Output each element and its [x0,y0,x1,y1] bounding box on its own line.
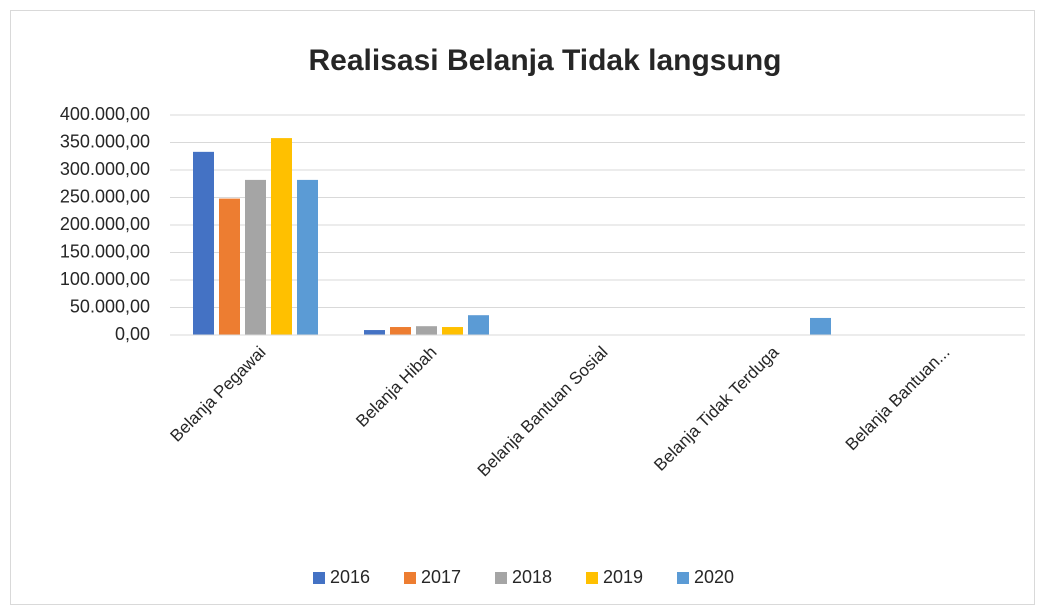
y-tick-label: 100.000,00 [60,269,150,289]
y-tick-label: 0,00 [115,324,150,344]
legend-swatch [586,572,598,584]
bar [297,179,318,335]
legend-label: 2017 [421,567,461,587]
bar [364,330,385,335]
legend-label: 2016 [330,567,370,587]
y-tick-label: 200.000,00 [60,214,150,234]
legend-label: 2020 [694,567,734,587]
y-tick-label: 400.000,00 [60,104,150,124]
bar [271,138,292,335]
bar [193,151,214,335]
y-tick-label: 50.000,00 [70,296,150,316]
y-tick-label: 150.000,00 [60,241,150,261]
bar [390,327,411,335]
legend-label: 2019 [603,567,643,587]
y-tick-label: 350.000,00 [60,131,150,151]
legend-label: 2018 [512,567,552,587]
legend-swatch [495,572,507,584]
y-tick-label: 300.000,00 [60,159,150,179]
bar [245,179,266,335]
bar [810,317,831,335]
bar [416,326,437,335]
bar [219,198,240,335]
bar [468,315,489,335]
bar [442,327,463,335]
y-tick-label: 250.000,00 [60,186,150,206]
legend-swatch [404,572,416,584]
legend-swatch [677,572,689,584]
chart-title: Realisasi Belanja Tidak langsung [309,44,782,77]
legend-swatch [313,572,325,584]
